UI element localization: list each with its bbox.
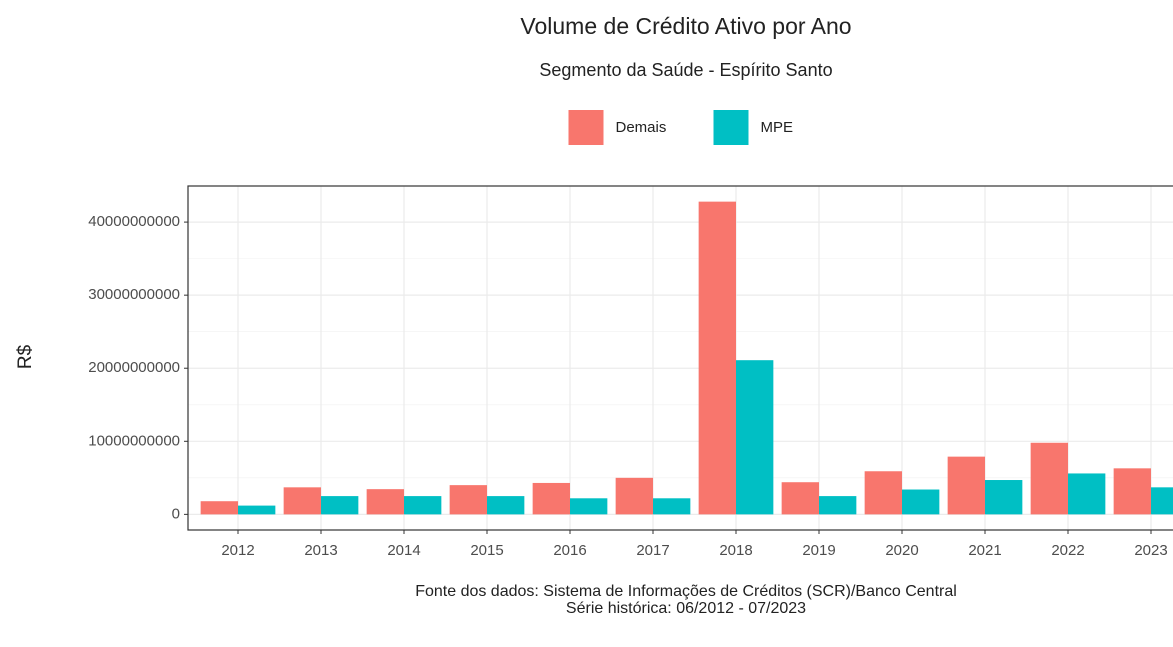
x-tick-label: 2021	[968, 542, 1001, 559]
y-axis-label: R$	[15, 344, 36, 369]
bar	[283, 487, 321, 515]
bar	[404, 496, 442, 515]
bar	[1068, 473, 1106, 515]
bar	[819, 496, 857, 515]
bar	[238, 505, 276, 515]
caption: Fonte dos dados: Sistema de Informações …	[415, 583, 957, 600]
x-tick-label: 2014	[387, 542, 420, 559]
bar	[366, 489, 404, 515]
x-tick-label: 2022	[1051, 542, 1084, 559]
panel-border	[187, 185, 1173, 531]
bar	[698, 201, 736, 515]
bar	[570, 498, 608, 515]
bar	[653, 498, 691, 515]
legend-label: Demais	[616, 119, 667, 136]
bar	[487, 496, 525, 515]
bar	[985, 480, 1023, 515]
bar	[200, 501, 238, 515]
x-tick-label: 2017	[636, 542, 669, 559]
bar	[864, 471, 902, 515]
x-tick-label: 2019	[802, 542, 835, 559]
legend-label: MPE	[761, 119, 794, 136]
bar	[781, 482, 819, 515]
y-tick-label: 0	[172, 505, 180, 522]
bar	[532, 482, 570, 515]
x-tick-label: 2020	[885, 542, 918, 559]
bar	[947, 456, 985, 515]
x-tick-label: 2012	[221, 542, 254, 559]
x-tick-label: 2018	[719, 542, 752, 559]
panel	[188, 186, 1173, 530]
legend-swatch	[713, 110, 749, 145]
bar	[1113, 468, 1151, 515]
y-tick-label: 40000000000	[88, 213, 180, 230]
bar	[1151, 487, 1173, 515]
bar	[449, 485, 487, 515]
chart-subtitle: Segmento da Saúde - Espírito Santo	[539, 60, 832, 80]
y-tick-label: 10000000000	[88, 432, 180, 449]
chart-title: Volume de Crédito Ativo por Ano	[520, 13, 851, 39]
x-tick-label: 2016	[553, 542, 586, 559]
caption: Série histórica: 06/2012 - 07/2023	[566, 600, 806, 617]
bar	[321, 496, 359, 515]
x-tick-label: 2015	[470, 542, 503, 559]
y-tick-label: 30000000000	[88, 286, 180, 303]
bar	[902, 489, 940, 515]
x-tick-label: 2013	[304, 542, 337, 559]
x-tick-label: 2023	[1134, 542, 1167, 559]
bar	[736, 360, 774, 515]
bar	[615, 477, 653, 515]
legend-swatch	[568, 110, 604, 145]
y-tick-label: 20000000000	[88, 359, 180, 376]
bar	[1030, 442, 1068, 515]
